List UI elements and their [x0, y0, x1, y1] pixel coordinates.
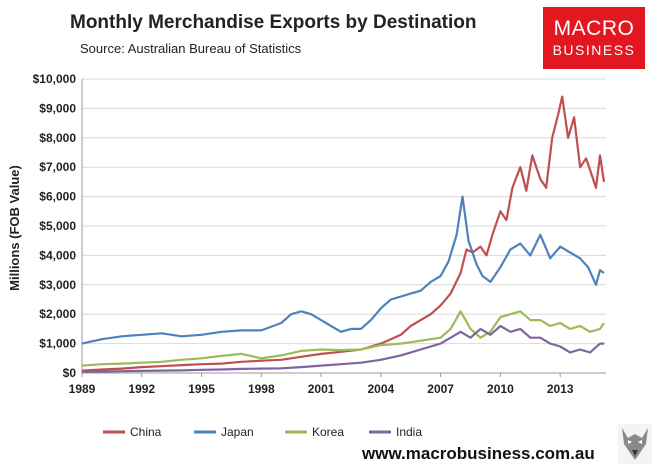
wolf-logo-icon	[618, 424, 652, 464]
series-line-china	[81, 95, 606, 372]
series-line-india	[81, 324, 604, 373]
x-tick-label: 2013	[547, 382, 574, 396]
legend-item-japan: Japan	[194, 425, 254, 439]
x-tick-label: 2010	[487, 382, 514, 396]
y-tick-label: $10,000	[33, 72, 77, 86]
legend-label: Korea	[312, 425, 344, 439]
legend-item-china: China	[103, 425, 162, 439]
y-tick-labels: $0 $1,000 $2,000 $3,000 $4,000 $5,000 $6,000 $7…	[33, 72, 77, 380]
series-line-korea	[81, 310, 605, 367]
y-tick-label: $3,000	[39, 278, 76, 292]
x-tick-label: 1989	[69, 382, 96, 396]
y-axis-label: Millions (FOB Value)	[7, 165, 22, 291]
website-url[interactable]: www.macrobusiness.com.au	[362, 444, 595, 463]
x-tick-labels: 1989 1992 1995 1998 2001 2004 2007 2010 2013	[69, 382, 574, 396]
y-tick-label: $4,000	[39, 248, 76, 262]
legend-label: India	[396, 425, 422, 439]
legend-label: Japan	[221, 425, 254, 439]
chart-title: Monthly Merchandise Exports by Destinati…	[70, 12, 477, 33]
y-tick-label: $0	[63, 366, 77, 380]
x-tick-label: 1992	[128, 382, 155, 396]
logo-line-1: MACRO	[553, 17, 635, 40]
grid-lines	[82, 78, 606, 345]
legend-label: China	[130, 425, 162, 439]
legend-item-korea: Korea	[285, 425, 344, 439]
legend: China Japan Korea India	[103, 425, 422, 439]
y-tick-label: $1,000	[39, 337, 76, 351]
x-tick-label: 1998	[248, 382, 275, 396]
y-tick-label: $9,000	[39, 101, 76, 115]
y-tick-label: $6,000	[39, 190, 76, 204]
logo-line-2: BUSINESS	[552, 42, 636, 58]
y-tick-label: $7,000	[39, 160, 76, 174]
series-line-japan	[81, 195, 605, 345]
chart-subtitle: Source: Australian Bureau of Statistics	[80, 41, 302, 56]
y-tick-label: $2,000	[39, 307, 76, 321]
series-lines	[81, 95, 606, 373]
y-tick-label: $8,000	[39, 131, 76, 145]
x-tick-label: 2007	[427, 382, 454, 396]
x-tick-label: 2004	[368, 382, 395, 396]
y-tick-label: $5,000	[39, 219, 76, 233]
x-tick-label: 1995	[188, 382, 215, 396]
legend-item-india: India	[369, 425, 422, 439]
macrobusiness-logo[interactable]: MACRO BUSINESS	[543, 7, 645, 69]
axes	[81, 79, 606, 377]
x-tick-label: 2001	[308, 382, 335, 396]
